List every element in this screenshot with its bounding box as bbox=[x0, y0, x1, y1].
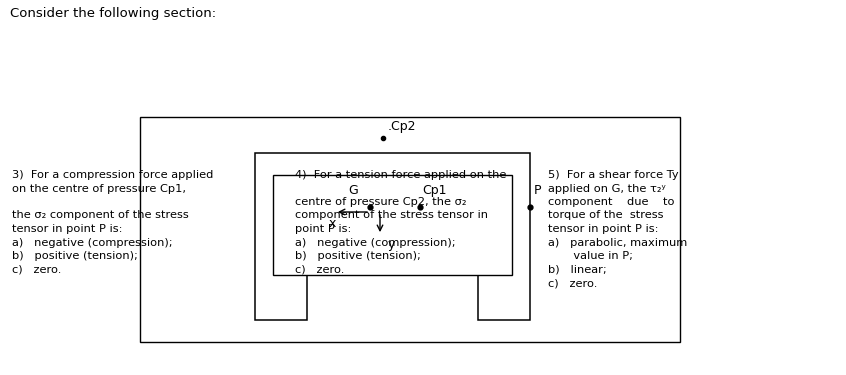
Text: a)   negative (compression);: a) negative (compression); bbox=[295, 237, 456, 248]
Text: point P is:: point P is: bbox=[295, 224, 351, 234]
Text: b)   positive (tension);: b) positive (tension); bbox=[295, 251, 420, 261]
Text: x: x bbox=[328, 217, 336, 230]
Text: value in P;: value in P; bbox=[548, 251, 633, 261]
Text: centre of pressure Cp2, the σ₂: centre of pressure Cp2, the σ₂ bbox=[295, 197, 466, 207]
Text: a)   negative (compression);: a) negative (compression); bbox=[12, 237, 173, 248]
Bar bbox=[140, 117, 680, 342]
Text: G: G bbox=[348, 184, 358, 197]
Text: c)   zero.: c) zero. bbox=[548, 278, 597, 288]
Text: on the centre of pressure Cp1,: on the centre of pressure Cp1, bbox=[12, 183, 186, 194]
Polygon shape bbox=[255, 153, 530, 320]
Text: Consider the following section:: Consider the following section: bbox=[10, 7, 216, 20]
Text: tensor in point P is:: tensor in point P is: bbox=[12, 224, 123, 234]
Text: P: P bbox=[534, 184, 541, 197]
Text: b)   linear;: b) linear; bbox=[548, 264, 607, 274]
Text: tensor in point P is:: tensor in point P is: bbox=[548, 224, 658, 234]
Text: c)   zero.: c) zero. bbox=[295, 264, 344, 274]
Text: component of the stress tensor in: component of the stress tensor in bbox=[295, 210, 488, 220]
Text: .Cp2: .Cp2 bbox=[388, 120, 416, 133]
Text: 4)  For a tension force applied on the: 4) For a tension force applied on the bbox=[295, 170, 507, 180]
Text: a)   parabolic, maximum: a) parabolic, maximum bbox=[548, 237, 687, 248]
Polygon shape bbox=[273, 175, 512, 275]
Text: y: y bbox=[388, 238, 395, 251]
Text: component    due    to: component due to bbox=[548, 197, 674, 207]
Text: applied on G, the τ₂ʸ: applied on G, the τ₂ʸ bbox=[548, 183, 666, 194]
Text: c)   zero.: c) zero. bbox=[12, 264, 62, 274]
Text: Cp1: Cp1 bbox=[422, 184, 447, 197]
Text: 5)  For a shear force Ty: 5) For a shear force Ty bbox=[548, 170, 678, 180]
Text: 3)  For a compression force applied: 3) For a compression force applied bbox=[12, 170, 213, 180]
Text: b)   positive (tension);: b) positive (tension); bbox=[12, 251, 138, 261]
Text: torque of the  stress: torque of the stress bbox=[548, 210, 663, 220]
Text: the σ₂ component of the stress: the σ₂ component of the stress bbox=[12, 210, 189, 220]
